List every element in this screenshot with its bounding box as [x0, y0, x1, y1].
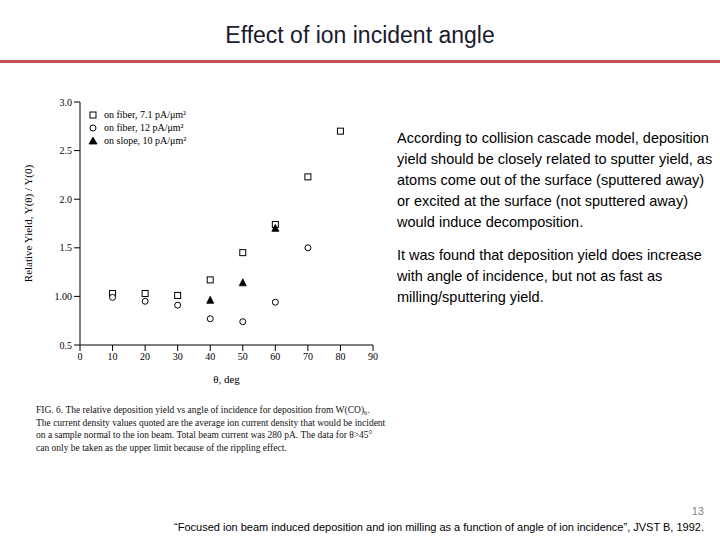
svg-text:0: 0 [78, 351, 83, 362]
svg-text:40: 40 [205, 351, 215, 362]
html-text:on slope, 10 pA/μm²: on slope, 10 pA/μm² [104, 135, 187, 146]
html-text:13: 13 [691, 505, 704, 517]
svg-text:20: 20 [140, 351, 150, 362]
svg-text:θ, deg: θ, deg [213, 373, 240, 385]
svg-text:50: 50 [238, 351, 248, 362]
html-text:Effect of ion incident angle: Effect of ion incident angle [225, 22, 495, 48]
html-text:It was found that deposition y: It was found that deposition yield does … [397, 247, 702, 305]
html-text:on fiber, 12 pA/μm²: on fiber, 12 pA/μm² [104, 122, 184, 133]
svg-text:2.0: 2.0 [60, 194, 73, 205]
svg-text:1.5: 1.5 [60, 242, 73, 253]
svg-text:90: 90 [368, 351, 378, 362]
html-text:According to collision cascade: According to collision cascade model, de… [397, 130, 713, 230]
html-text:“Focused ion beam induced depo: “Focused ion beam induced deposition and… [174, 521, 704, 533]
svg-text:70: 70 [303, 351, 313, 362]
html-text:FIG. 6. The relative depositio: FIG. 6. The relative deposition yield vs… [36, 405, 386, 453]
svg-text:10: 10 [108, 351, 118, 362]
html-text:on fiber, 7.1 pA/μm²: on fiber, 7.1 pA/μm² [104, 109, 187, 120]
svg-text:0.5: 0.5 [60, 340, 73, 351]
svg-text:Relative Yield, Y(θ) / Y(0): Relative Yield, Y(θ) / Y(0) [22, 164, 35, 282]
svg-text:30: 30 [173, 351, 183, 362]
svg-text:1.00: 1.00 [55, 291, 73, 302]
svg-text:80: 80 [335, 351, 345, 362]
svg-text:2.5: 2.5 [60, 145, 73, 156]
svg-text:3.0: 3.0 [60, 97, 73, 108]
svg-text:60: 60 [270, 351, 280, 362]
